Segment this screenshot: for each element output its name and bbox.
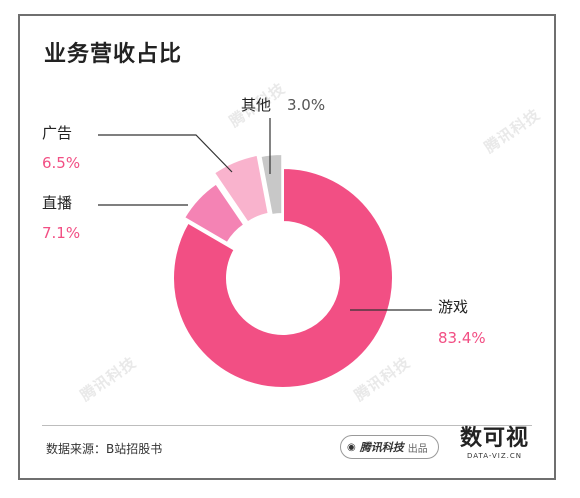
- pie-slice-2: [182, 182, 246, 245]
- pie-slice-3: [212, 153, 270, 224]
- publisher-badge: ◉ 腾讯科技 出品: [340, 435, 439, 459]
- brand-name: 数可视: [460, 426, 530, 451]
- brand-logo: 数可视 DATA-VIZ.CN: [460, 426, 529, 460]
- pie-slice-4: [259, 153, 284, 217]
- slice-value-label: 6.5%: [42, 154, 80, 172]
- chart-card: 业务营收占比 腾讯科技 腾讯科技 腾讯科技 腾讯科技 数据来源：B站招股书 ◉ …: [18, 14, 556, 480]
- footer-divider: [42, 425, 532, 426]
- data-source: 数据来源：B站招股书: [46, 442, 163, 456]
- slice-label: 游戏: [438, 298, 468, 316]
- publisher-suffix: 出品: [407, 443, 428, 455]
- leader-line: [98, 134, 233, 173]
- pie-slice-1: [172, 166, 394, 389]
- slice-value-label: 3.0%: [287, 96, 325, 114]
- chart-title: 业务营收占比: [44, 42, 183, 67]
- publisher-logo-icon: ◉: [347, 441, 356, 453]
- slice-label: 直播: [42, 194, 72, 212]
- slice-label: 其他: [241, 96, 271, 114]
- slice-label: 广告: [42, 124, 72, 142]
- publisher-name: 腾讯科技: [359, 441, 404, 454]
- slice-value-label: 83.4%: [438, 329, 486, 347]
- slice-value-label: 7.1%: [42, 224, 80, 242]
- brand-url: DATA-VIZ.CN: [467, 452, 522, 460]
